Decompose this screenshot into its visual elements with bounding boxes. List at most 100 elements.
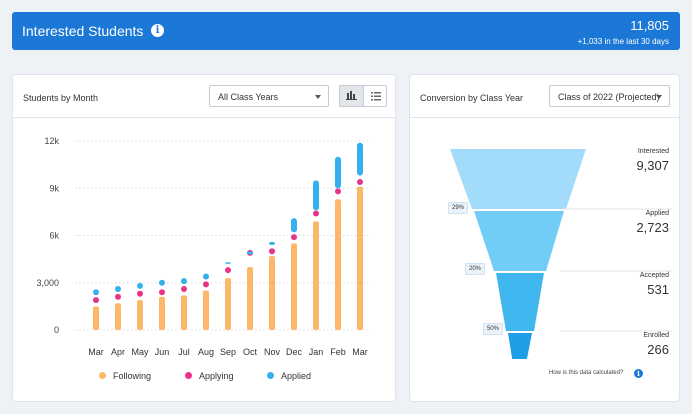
y-tick-label: 0 xyxy=(54,325,59,335)
applied-point xyxy=(137,282,143,289)
following-bar xyxy=(203,290,209,330)
funnel-segment xyxy=(496,273,544,331)
funnel-segment xyxy=(474,211,564,271)
legend-dot-applied xyxy=(267,372,274,379)
card-header: Conversion by Class Year Class of 2022 (… xyxy=(410,75,679,118)
banner-subtitle: +1,033 in the last 30 days xyxy=(577,37,669,46)
info-icon[interactable]: i xyxy=(151,24,164,37)
applied-range xyxy=(225,262,231,264)
applied-point xyxy=(159,279,165,286)
applied-point xyxy=(115,286,121,293)
bar-chart-icon xyxy=(346,91,357,100)
y-tick-label: 3,000 xyxy=(36,278,59,288)
class-select[interactable]: Class of 2022 (Projected) xyxy=(549,85,670,107)
x-tick-label: Jan xyxy=(309,347,324,357)
data-calculation-link[interactable]: How is this data calculated? xyxy=(549,370,624,376)
applying-point xyxy=(181,286,187,293)
conversion-rate-badge: 50% xyxy=(483,323,504,335)
applying-point xyxy=(203,281,209,288)
applying-point xyxy=(269,248,275,255)
legend-label-following: Following xyxy=(113,371,152,381)
conversion-rate-badge: 29% xyxy=(448,202,469,214)
legend-dot-applying xyxy=(185,372,192,379)
x-tick-label: Sep xyxy=(220,347,236,357)
applied-range xyxy=(313,180,319,211)
funnel-stage-value: 266 xyxy=(647,342,669,357)
x-tick-label: May xyxy=(131,347,149,357)
bar-chart-view-button[interactable] xyxy=(340,86,364,106)
x-tick-label: Jul xyxy=(178,347,190,357)
legend-dot-following xyxy=(99,372,106,379)
following-bar xyxy=(313,221,319,330)
following-bar xyxy=(247,267,253,330)
applying-point xyxy=(313,210,319,217)
applied-point xyxy=(181,278,187,285)
applied-range xyxy=(357,142,363,176)
x-tick-label: Oct xyxy=(243,347,258,357)
conversion-funnel xyxy=(450,149,672,359)
x-tick-label: Apr xyxy=(111,347,125,357)
following-bar xyxy=(137,300,143,330)
banner-count: 11,805 xyxy=(630,18,669,33)
following-bar xyxy=(93,306,99,330)
following-bar xyxy=(269,255,275,330)
applying-point xyxy=(225,267,231,274)
conversion-by-class-year-card: Conversion by Class Year Class of 2022 (… xyxy=(409,74,680,402)
following-bar xyxy=(225,278,231,330)
x-tick-label: Mar xyxy=(352,347,368,357)
applied-range xyxy=(269,241,275,245)
y-tick-label: 12k xyxy=(44,136,59,146)
x-tick-label: Jun xyxy=(155,347,170,357)
class-select-value: Class of 2022 (Projected) xyxy=(558,92,660,102)
students-by-month-chart: 0 3,000 6k 9k 12k Mar Apr May Jun Jul Aug Sep Oct Nov… xyxy=(36,136,369,357)
class-year-select[interactable]: All Class Years xyxy=(209,85,329,107)
applied-point xyxy=(203,273,209,280)
applying-point xyxy=(335,188,341,195)
funnel-stage-label: Accepted xyxy=(639,272,669,279)
conversion-rate-badge: 20% xyxy=(465,263,486,275)
x-tick-label: Nov xyxy=(264,347,281,357)
following-bar xyxy=(357,186,363,330)
info-icon[interactable]: i xyxy=(634,369,643,378)
students-by-month-card: Students by Month All Class Years xyxy=(12,74,396,402)
chevron-down-icon xyxy=(315,95,321,99)
y-tick-label: 9k xyxy=(49,183,59,193)
following-bar xyxy=(335,199,341,330)
funnel-stage-value: 531 xyxy=(647,282,669,297)
x-tick-label: Mar xyxy=(88,347,104,357)
following-bar xyxy=(291,243,297,330)
following-bar xyxy=(159,296,165,330)
funnel-segment xyxy=(450,149,586,209)
x-tick-label: Dec xyxy=(286,347,303,357)
applying-point xyxy=(93,297,99,304)
following-bar xyxy=(181,295,187,330)
list-icon xyxy=(371,92,381,101)
funnel-stage-label: Applied xyxy=(645,210,669,217)
funnel-stage-label: Interested xyxy=(637,148,669,155)
card-title: Students by Month xyxy=(23,93,99,103)
funnel-segment xyxy=(508,333,532,359)
applied-range xyxy=(291,218,297,233)
applying-point xyxy=(115,293,121,300)
banner-title: Interested Students xyxy=(22,23,144,39)
card-title: Conversion by Class Year xyxy=(420,93,524,103)
applying-point xyxy=(137,290,143,297)
applied-range xyxy=(335,156,341,189)
x-tick-label: Aug xyxy=(198,347,214,357)
applied-point xyxy=(93,289,99,296)
applied-range xyxy=(247,251,253,255)
view-toggle xyxy=(339,85,387,107)
class-year-select-value: All Class Years xyxy=(218,92,279,102)
card-header: Students by Month All Class Years xyxy=(13,75,395,118)
chevron-down-icon xyxy=(656,95,662,99)
applying-point xyxy=(291,234,297,241)
y-tick-label: 6k xyxy=(49,231,59,241)
x-tick-label: Feb xyxy=(330,347,346,357)
list-view-button[interactable] xyxy=(364,86,388,106)
applying-point xyxy=(357,178,363,185)
interested-students-banner: Interested Students i 11,805 +1,033 in t… xyxy=(12,12,680,50)
legend-label-applied: Applied xyxy=(281,371,312,381)
following-bar xyxy=(115,303,121,330)
funnel-stage-label: Enrolled xyxy=(643,332,669,339)
applying-point xyxy=(159,289,165,296)
